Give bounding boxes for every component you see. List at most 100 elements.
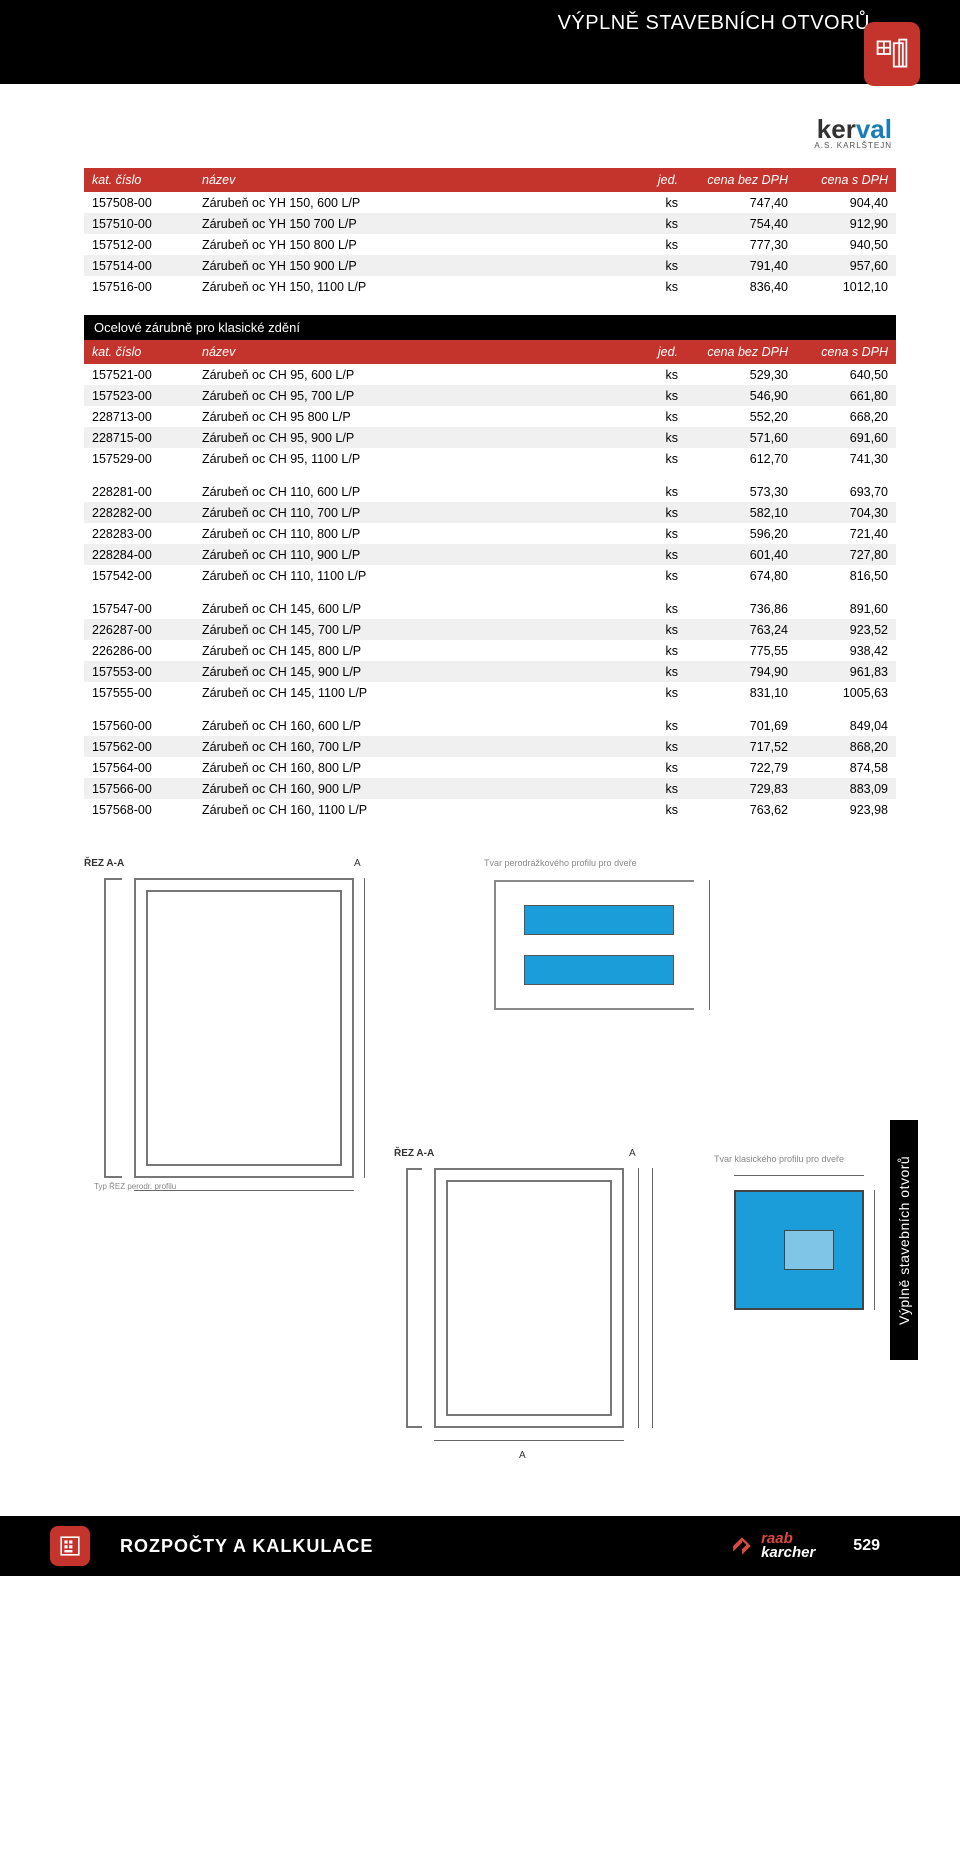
cell-price-novat: 763,62 bbox=[686, 799, 796, 820]
page-title: VÝPLNĚ STAVEBNÍCH OTVORŮ bbox=[558, 12, 870, 35]
cell-catno: 228283-00 bbox=[84, 523, 194, 544]
diagram-bottom-right: Tvar klasického profilu pro dveře bbox=[714, 1160, 914, 1360]
cell-price-novat: 736,86 bbox=[686, 598, 796, 619]
cell-name: Zárubeň oc YH 150, 600 L/P bbox=[194, 192, 636, 213]
cell-unit: ks bbox=[636, 427, 686, 448]
cell-catno: 157555-00 bbox=[84, 682, 194, 703]
table-row: 157566-00Zárubeň oc CH 160, 900 L/Pks729… bbox=[84, 778, 896, 799]
cell-name: Zárubeň oc YH 150 700 L/P bbox=[194, 213, 636, 234]
cell-price-vat: 727,80 bbox=[796, 544, 896, 565]
diagram-note: Tvar perodrážkového profilu pro dveře bbox=[484, 858, 637, 868]
col-price-novat: cena bez DPH bbox=[686, 340, 796, 364]
cell-unit: ks bbox=[636, 640, 686, 661]
table-row: 157555-00Zárubeň oc CH 145, 1100 L/Pks83… bbox=[84, 682, 896, 703]
table-row: 228713-00Zárubeň oc CH 95 800 L/Pks552,2… bbox=[84, 406, 896, 427]
table-row: 157521-00Zárubeň oc CH 95, 600 L/Pks529,… bbox=[84, 364, 896, 385]
cell-price-vat: 721,40 bbox=[796, 523, 896, 544]
diagram-label: A bbox=[519, 1450, 526, 1461]
col-name: název bbox=[194, 340, 636, 364]
cell-unit: ks bbox=[636, 757, 686, 778]
cell-name: Zárubeň oc CH 110, 600 L/P bbox=[194, 481, 636, 502]
table-header-row: kat. číslo název jed. cena bez DPH cena … bbox=[84, 340, 896, 364]
table-row: 228715-00Zárubeň oc CH 95, 900 L/Pks571,… bbox=[84, 427, 896, 448]
table-row: 226287-00Zárubeň oc CH 145, 700 L/Pks763… bbox=[84, 619, 896, 640]
page-footer: ROZPOČTY A KALKULACE raab karcher 529 bbox=[0, 1516, 960, 1576]
cell-unit: ks bbox=[636, 619, 686, 640]
diagram-label: ŘEZ A-A bbox=[394, 1148, 434, 1159]
cell-price-novat: 831,10 bbox=[686, 682, 796, 703]
cell-unit: ks bbox=[636, 213, 686, 234]
cell-name: Zárubeň oc CH 145, 800 L/P bbox=[194, 640, 636, 661]
cell-price-novat: 722,79 bbox=[686, 757, 796, 778]
footer-brand: raab karcher 529 bbox=[731, 1532, 880, 1561]
cell-catno: 157516-00 bbox=[84, 276, 194, 297]
table-row: 157564-00Zárubeň oc CH 160, 800 L/Pks722… bbox=[84, 757, 896, 778]
price-table-1: kat. číslo název jed. cena bez DPH cena … bbox=[84, 168, 896, 297]
col-price-novat: cena bez DPH bbox=[686, 168, 796, 192]
cell-catno: 157547-00 bbox=[84, 598, 194, 619]
price-table-2: kat. číslo název jed. cena bez DPH cena … bbox=[84, 340, 896, 820]
cell-price-vat: 923,52 bbox=[796, 619, 896, 640]
cell-price-novat: 596,20 bbox=[686, 523, 796, 544]
table-row: 228283-00Zárubeň oc CH 110, 800 L/Pks596… bbox=[84, 523, 896, 544]
cell-price-vat: 849,04 bbox=[796, 715, 896, 736]
cell-name: Zárubeň oc CH 145, 900 L/P bbox=[194, 661, 636, 682]
cell-name: Zárubeň oc CH 95, 1100 L/P bbox=[194, 448, 636, 469]
cell-price-vat: 868,20 bbox=[796, 736, 896, 757]
cell-price-vat: 940,50 bbox=[796, 234, 896, 255]
col-catno: kat. číslo bbox=[84, 168, 194, 192]
brand-part-b: val bbox=[856, 114, 892, 144]
col-price-vat: cena s DPH bbox=[796, 340, 896, 364]
technical-diagram-area: ŘEZ A-A A Typ ŘEZ perodr. profilu Tvar p… bbox=[84, 860, 896, 1480]
cell-catno: 157521-00 bbox=[84, 364, 194, 385]
cell-price-vat: 704,30 bbox=[796, 502, 896, 523]
cell-unit: ks bbox=[636, 276, 686, 297]
cell-unit: ks bbox=[636, 598, 686, 619]
cell-name: Zárubeň oc CH 145, 1100 L/P bbox=[194, 682, 636, 703]
table-row: 157514-00Zárubeň oc YH 150 900 L/Pks791,… bbox=[84, 255, 896, 276]
diagram-label: A bbox=[629, 1148, 636, 1159]
cell-name: Zárubeň oc CH 145, 700 L/P bbox=[194, 619, 636, 640]
table-row: 157510-00Zárubeň oc YH 150 700 L/Pks754,… bbox=[84, 213, 896, 234]
cell-unit: ks bbox=[636, 544, 686, 565]
cell-price-vat: 816,50 bbox=[796, 565, 896, 586]
cell-price-vat: 661,80 bbox=[796, 385, 896, 406]
footer-page-number: 529 bbox=[853, 1537, 880, 1555]
col-catno: kat. číslo bbox=[84, 340, 194, 364]
cell-price-novat: 747,40 bbox=[686, 192, 796, 213]
category-icon bbox=[864, 22, 920, 86]
cell-catno: 157529-00 bbox=[84, 448, 194, 469]
cell-price-novat: 791,40 bbox=[686, 255, 796, 276]
table-spacer bbox=[84, 586, 896, 598]
cell-price-novat: 582,10 bbox=[686, 502, 796, 523]
cell-unit: ks bbox=[636, 385, 686, 406]
diagram-bottom-mid: ŘEZ A-A A A bbox=[394, 1150, 684, 1460]
cell-name: Zárubeň oc CH 95, 700 L/P bbox=[194, 385, 636, 406]
table-row: 157523-00Zárubeň oc CH 95, 700 L/Pks546,… bbox=[84, 385, 896, 406]
cell-catno: 228284-00 bbox=[84, 544, 194, 565]
cell-price-novat: 612,70 bbox=[686, 448, 796, 469]
col-unit: jed. bbox=[636, 340, 686, 364]
table-row: 157512-00Zárubeň oc YH 150 800 L/Pks777,… bbox=[84, 234, 896, 255]
brand-part-a: ker bbox=[817, 114, 856, 144]
cell-price-novat: 529,30 bbox=[686, 364, 796, 385]
table-row: 228281-00Zárubeň oc CH 110, 600 L/Pks573… bbox=[84, 481, 896, 502]
cell-catno: 157508-00 bbox=[84, 192, 194, 213]
table-header-row: kat. číslo název jed. cena bez DPH cena … bbox=[84, 168, 896, 192]
table-row: 157560-00Zárubeň oc CH 160, 600 L/Pks701… bbox=[84, 715, 896, 736]
cell-price-vat: 904,40 bbox=[796, 192, 896, 213]
col-price-vat: cena s DPH bbox=[796, 168, 896, 192]
cell-price-vat: 691,60 bbox=[796, 427, 896, 448]
table-row: 228282-00Zárubeň oc CH 110, 700 L/Pks582… bbox=[84, 502, 896, 523]
cell-price-vat: 912,90 bbox=[796, 213, 896, 234]
cell-name: Zárubeň oc CH 110, 800 L/P bbox=[194, 523, 636, 544]
cell-price-novat: 717,52 bbox=[686, 736, 796, 757]
cell-catno: 226286-00 bbox=[84, 640, 194, 661]
cell-price-vat: 640,50 bbox=[796, 364, 896, 385]
col-unit: jed. bbox=[636, 168, 686, 192]
cell-price-novat: 546,90 bbox=[686, 385, 796, 406]
cell-price-vat: 883,09 bbox=[796, 778, 896, 799]
cell-name: Zárubeň oc CH 110, 1100 L/P bbox=[194, 565, 636, 586]
cell-unit: ks bbox=[636, 565, 686, 586]
cell-name: Zárubeň oc YH 150 800 L/P bbox=[194, 234, 636, 255]
